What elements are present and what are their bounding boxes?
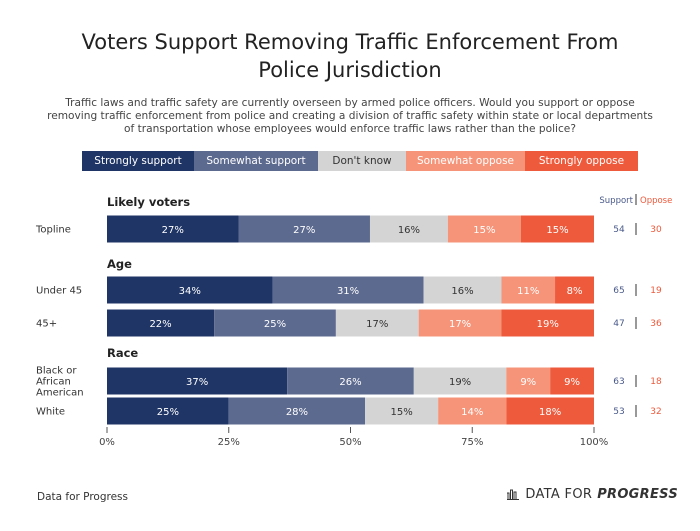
bar-segment-label: 28%	[286, 407, 308, 418]
bar-segment	[335, 309, 419, 337]
bar-segment	[369, 215, 448, 243]
row-label: 45+	[36, 319, 57, 330]
bar-chart-icon	[507, 489, 520, 500]
bar-segment	[365, 397, 439, 425]
bar-segment-label: 15%	[546, 225, 568, 236]
bar-segment-label: 31%	[337, 286, 359, 297]
bar-segment	[418, 309, 502, 337]
oppose-value: 36	[650, 319, 662, 329]
bar-segment	[423, 276, 502, 304]
bar-segment	[228, 397, 366, 425]
chart-subtitle: Traffic laws and traffic safety are curr…	[30, 97, 670, 136]
bar-segment-label: 34%	[179, 286, 201, 297]
x-axis-tick-label: 75%	[461, 437, 483, 448]
x-axis-tick-label: 100%	[580, 437, 609, 448]
bar-segment	[447, 215, 521, 243]
support-value: 47	[613, 319, 624, 329]
bar-segment	[550, 367, 594, 395]
bar-segment-label: 16%	[398, 225, 420, 236]
support-value: 53	[613, 407, 624, 417]
legend-item-strongly-oppose: Strongly oppose	[525, 151, 638, 171]
chart-title: Voters Support Removing Traffic Enforcem…	[0, 28, 700, 84]
oppose-column-header: Oppose	[640, 196, 672, 206]
bar-segment	[214, 309, 336, 337]
bar-segment	[555, 276, 594, 304]
oppose-value: 19	[650, 286, 662, 296]
bar-segment-label: 17%	[366, 319, 388, 330]
brand-suffix: PROGRESS	[597, 487, 678, 502]
bar-segment	[107, 276, 273, 304]
chart-title-line-1: Voters Support Removing Traffic Enforcem…	[81, 30, 619, 54]
bar-segment	[238, 215, 370, 243]
brand-prefix: DATA FOR	[525, 487, 593, 502]
subtitle-line: Traffic laws and traffic safety are curr…	[65, 97, 635, 109]
support-value: 54	[613, 225, 625, 235]
row-label: Black or	[36, 366, 77, 377]
bar-segment-label: 9%	[564, 377, 580, 388]
support-value: 63	[613, 377, 624, 387]
brand-logo: DATA FOR PROGRESS	[507, 487, 678, 502]
bar-segment-label: 27%	[162, 225, 184, 236]
bar-segment	[438, 397, 507, 425]
oppose-value: 32	[650, 407, 661, 417]
bar-segment	[501, 309, 594, 337]
bar-segment-label: 37%	[186, 377, 208, 388]
bar-segment-label: 8%	[567, 286, 583, 297]
group-header: Likely voters	[107, 195, 190, 209]
bar-segment-label: 25%	[157, 407, 179, 418]
bar-segment	[506, 397, 594, 425]
x-axis-tick-label: 50%	[339, 437, 361, 448]
bar-segment-label: 17%	[449, 319, 471, 330]
legend-item-somewhat-oppose: Somewhat oppose	[406, 151, 525, 171]
legend-item-somewhat-support: Somewhat support	[194, 151, 318, 171]
row-label: African	[36, 377, 71, 388]
bar-segment-label: 25%	[264, 319, 286, 330]
x-axis-tick-label: 0%	[99, 437, 115, 448]
row-label: White	[36, 407, 65, 418]
bar-segment-label: 18%	[539, 407, 561, 418]
bar-segment	[520, 215, 594, 243]
bar-segment	[287, 367, 414, 395]
bar-segment-label: 14%	[461, 407, 483, 418]
bar-segment-label: 19%	[537, 319, 559, 330]
row-label: Topline	[35, 225, 71, 236]
bar-segment-label: 11%	[517, 286, 539, 297]
bar-segment	[107, 397, 229, 425]
group-header: Race	[107, 346, 138, 360]
subtitle-line: removing traffic enforcement from police…	[47, 110, 653, 122]
bar-segment	[413, 367, 507, 395]
row-label: American	[36, 388, 84, 399]
bar-segment-label: 16%	[451, 286, 473, 297]
oppose-value: 30	[650, 225, 662, 235]
bar-segment	[272, 276, 424, 304]
chart-title-line-2: Police Jurisdiction	[258, 58, 442, 82]
subtitle-line: of transportation whose employees would …	[124, 123, 576, 135]
support-value: 65	[613, 286, 624, 296]
row-label: Under 45	[36, 286, 82, 297]
bar-segment-label: 27%	[293, 225, 315, 236]
bar-segment	[501, 276, 556, 304]
bar-segment	[107, 309, 215, 337]
bar-segment	[506, 367, 551, 395]
bar-segment-label: 22%	[149, 319, 171, 330]
legend-item-dont-know: Don't know	[318, 151, 406, 171]
bar-segment	[107, 215, 239, 243]
legend-item-strongly-support: Strongly support	[82, 151, 194, 171]
bar-segment	[107, 367, 288, 395]
legend: Strongly support Somewhat support Don't …	[82, 151, 638, 171]
support-column-header: Support	[599, 196, 633, 206]
footer-source: Data for Progress	[37, 491, 128, 503]
bar-segment-label: 15%	[473, 225, 495, 236]
bar-segment-label: 26%	[339, 377, 361, 388]
bar-segment-label: 15%	[391, 407, 413, 418]
oppose-value: 18	[650, 377, 662, 387]
group-header: Age	[107, 257, 132, 271]
bar-segment-label: 9%	[520, 377, 536, 388]
x-axis-tick-label: 25%	[218, 437, 240, 448]
bar-segment-label: 19%	[449, 377, 471, 388]
